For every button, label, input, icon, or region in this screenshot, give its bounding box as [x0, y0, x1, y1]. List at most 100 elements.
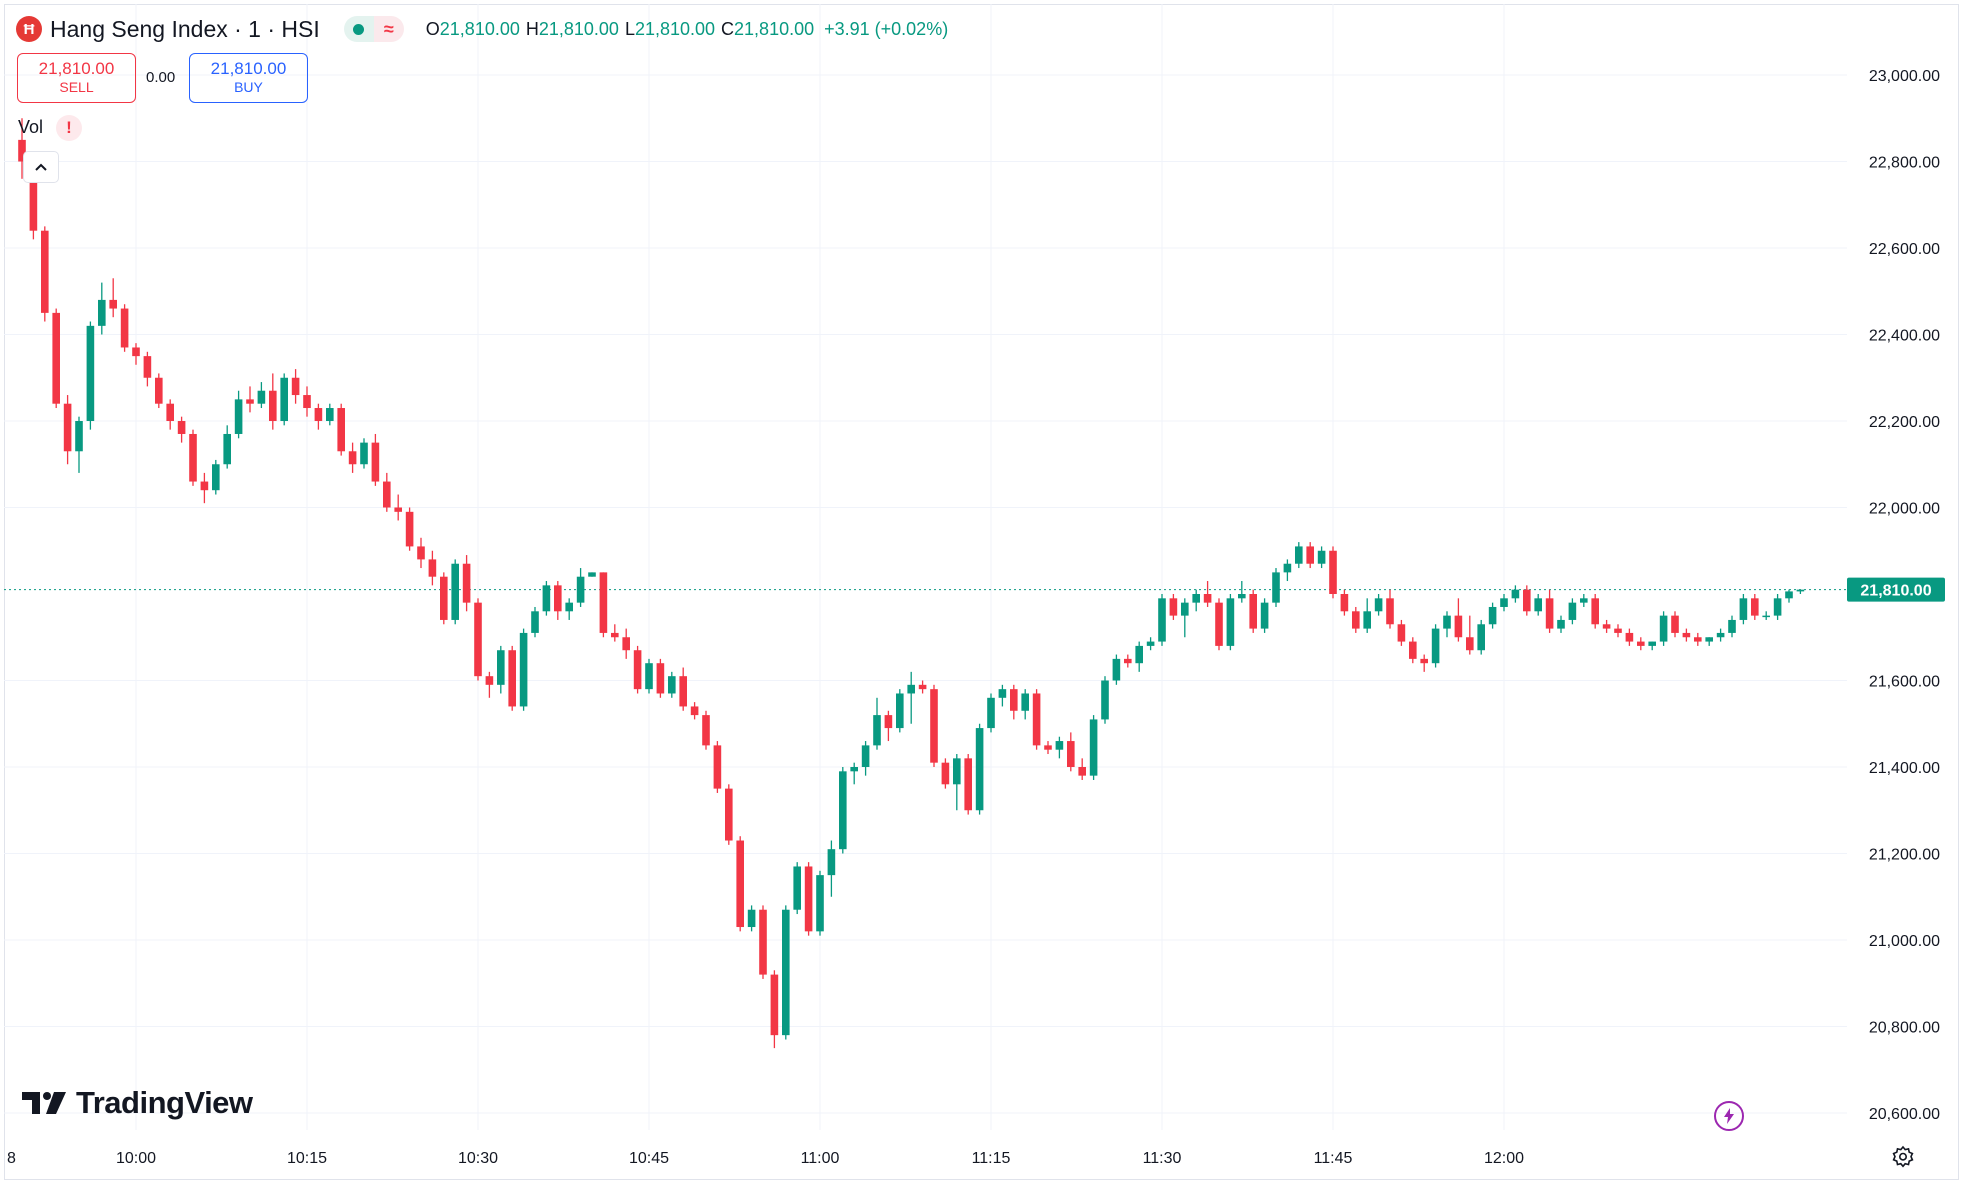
candle[interactable] [18, 118, 26, 179]
candle[interactable] [1317, 546, 1326, 569]
candle[interactable] [873, 697, 881, 750]
candle[interactable] [1329, 546, 1337, 599]
candle[interactable] [896, 689, 904, 733]
candle[interactable] [1751, 594, 1759, 620]
candle[interactable] [1454, 598, 1463, 642]
symbol-logo-icon[interactable]: Ħ [16, 16, 42, 42]
candle[interactable] [1101, 676, 1109, 724]
symbol-title[interactable]: Hang Seng Index · 1 · HSI [50, 15, 320, 42]
candle[interactable] [257, 382, 266, 409]
collapse-legend-button[interactable] [23, 151, 59, 183]
candle[interactable] [804, 862, 813, 936]
candle[interactable] [668, 671, 676, 698]
candle[interactable] [383, 472, 391, 512]
candle[interactable] [1055, 736, 1064, 759]
candle[interactable] [1238, 581, 1246, 603]
candle[interactable] [1614, 624, 1622, 638]
candle[interactable] [1580, 594, 1588, 607]
candle[interactable] [1511, 585, 1520, 603]
tradingview-logo[interactable]: TradingView [22, 1085, 253, 1121]
candle[interactable] [1488, 602, 1497, 629]
candle[interactable] [1078, 758, 1086, 780]
candle[interactable] [451, 559, 459, 625]
candle[interactable] [41, 226, 49, 322]
candle[interactable] [63, 395, 72, 465]
lightning-icon[interactable] [1714, 1101, 1744, 1131]
candle[interactable] [98, 282, 106, 335]
candle[interactable] [930, 684, 938, 767]
candle[interactable] [519, 628, 528, 711]
candle[interactable] [1671, 611, 1679, 638]
candle[interactable] [1773, 594, 1782, 620]
candle[interactable] [1466, 615, 1474, 655]
candle[interactable] [611, 624, 619, 642]
candle[interactable] [1089, 715, 1098, 780]
candle[interactable] [1352, 606, 1360, 633]
candle[interactable] [1659, 611, 1668, 646]
candle[interactable] [918, 680, 927, 694]
candle[interactable] [86, 321, 95, 430]
sell-button[interactable]: 21,810.00 SELL [17, 53, 136, 103]
candle[interactable] [1021, 689, 1029, 720]
candle[interactable] [1443, 611, 1451, 638]
candle[interactable] [177, 416, 186, 443]
candle[interactable] [1067, 732, 1075, 772]
candle[interactable] [1728, 615, 1736, 638]
candle[interactable] [428, 550, 437, 586]
candle[interactable] [1739, 594, 1748, 625]
candle[interactable] [1215, 598, 1223, 651]
candle[interactable] [485, 671, 494, 698]
candle[interactable] [109, 278, 117, 318]
candle[interactable] [1112, 654, 1121, 685]
candle[interactable] [1295, 542, 1303, 569]
candle[interactable] [326, 403, 334, 426]
candle[interactable] [941, 758, 950, 789]
candle[interactable] [782, 905, 790, 1040]
candle[interactable] [246, 386, 254, 413]
candle[interactable] [280, 373, 288, 426]
candle[interactable] [554, 581, 562, 620]
candle[interactable] [964, 754, 972, 815]
candle[interactable] [1545, 589, 1554, 633]
candle[interactable] [1363, 598, 1371, 633]
candle[interactable] [1306, 542, 1314, 569]
candle[interactable] [394, 494, 402, 521]
candle[interactable] [633, 645, 642, 694]
candle[interactable] [303, 386, 311, 417]
candle[interactable] [1409, 637, 1417, 664]
candle[interactable] [690, 702, 699, 720]
candle[interactable] [1568, 598, 1577, 625]
candle[interactable] [1682, 628, 1691, 642]
candle[interactable] [576, 568, 585, 607]
candle[interactable] [234, 390, 243, 439]
candle[interactable] [759, 905, 767, 979]
candle[interactable] [1694, 632, 1702, 646]
candle[interactable] [565, 598, 573, 620]
candle[interactable] [360, 438, 368, 469]
candle[interactable] [1226, 594, 1235, 651]
candle[interactable] [531, 606, 539, 638]
candle[interactable] [1625, 628, 1634, 646]
candle[interactable] [1272, 568, 1280, 607]
candle[interactable] [1192, 589, 1200, 612]
candle[interactable] [987, 693, 995, 733]
candle[interactable] [861, 741, 870, 776]
candle[interactable] [1010, 684, 1018, 720]
candle[interactable] [1534, 594, 1542, 616]
candle[interactable] [440, 572, 448, 625]
candle[interactable] [1124, 654, 1132, 668]
volume-indicator-label[interactable]: Vol [18, 117, 44, 137]
candle[interactable] [645, 658, 653, 694]
candle[interactable] [120, 304, 129, 352]
candle[interactable] [269, 373, 277, 430]
candle[interactable] [166, 399, 174, 430]
candle[interactable] [1044, 741, 1052, 755]
candle[interactable] [497, 645, 505, 694]
candle[interactable] [1203, 581, 1212, 607]
candle[interactable] [884, 710, 893, 742]
candle[interactable] [1420, 654, 1428, 672]
candle[interactable] [907, 671, 915, 724]
candle[interactable] [1637, 637, 1645, 651]
candle[interactable] [827, 840, 836, 897]
